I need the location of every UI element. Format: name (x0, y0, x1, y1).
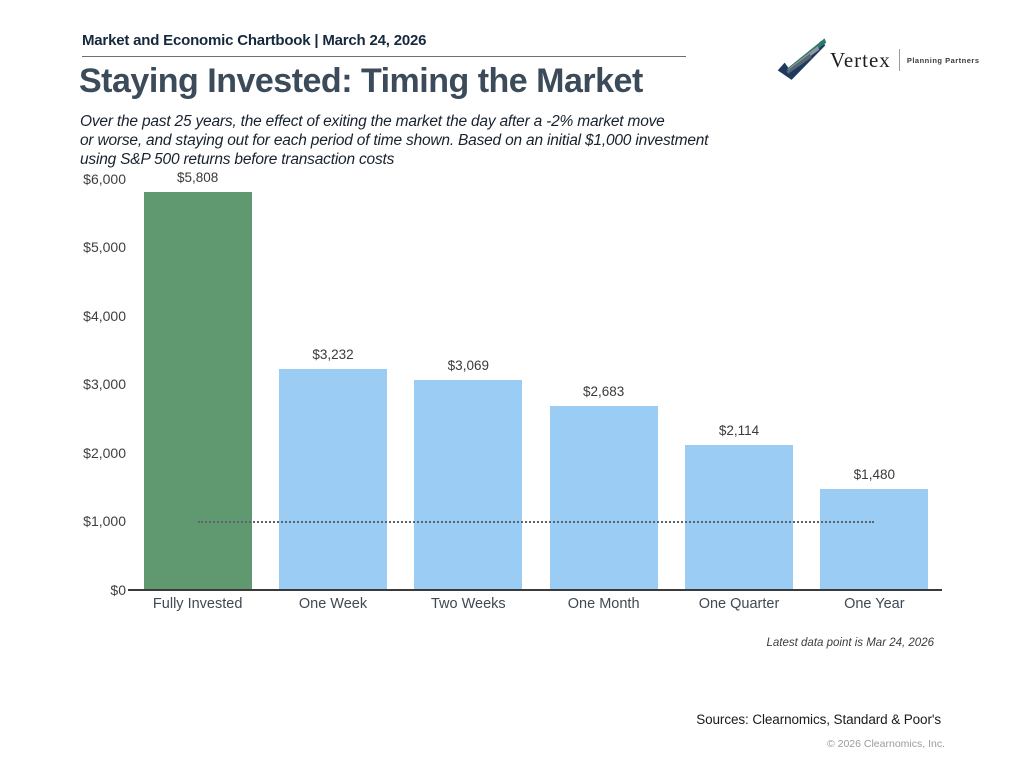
x-axis-line (128, 589, 942, 591)
x-tick-label: One Year (844, 596, 905, 612)
x-tick-label: One Quarter (698, 596, 780, 612)
x-tick-label: Fully Invested (152, 596, 243, 612)
y-tick-label: $1,000 (83, 513, 126, 529)
logo-divider (898, 49, 900, 71)
y-tick-label: $6,000 (83, 170, 126, 187)
x-tick-label: One Week (298, 596, 368, 612)
vertex-fan-icon (777, 38, 827, 80)
subtitle-line-2: or worse, and staying out for each perio… (80, 132, 709, 149)
bar-value-label: $1,480 (853, 466, 895, 482)
page-title: Staying Invested: Timing the Market (79, 62, 643, 100)
x-tick-label: Two Weeks (430, 596, 506, 612)
y-tick-label: $0 (110, 581, 126, 598)
bar-value-label: $5,808 (177, 170, 219, 186)
bar-one-month (549, 406, 658, 590)
subtitle-line-3: using S&P 500 returns before transaction… (80, 151, 395, 168)
bar-value-label: $3,069 (447, 357, 489, 373)
x-tick-label: One Month (567, 596, 640, 612)
latest-data-note: Latest data point is Mar 24, 2026 (766, 637, 935, 649)
header-divider (82, 56, 686, 57)
y-tick-label: $3,000 (83, 376, 126, 392)
subtitle-line-1: Over the past 25 years, the effect of ex… (80, 113, 665, 130)
bar-one-week (279, 368, 387, 590)
vertex-logo-tagline: Planning Partners (906, 55, 980, 65)
bar-value-label: $3,232 (312, 346, 354, 362)
y-tick-label: $2,000 (83, 444, 126, 461)
chart-subtitle: Over the past 25 years, the effect of ex… (80, 112, 708, 169)
bar-fully-invested (143, 192, 252, 590)
bar-value-label: $2,683 (583, 384, 625, 400)
reference-line-1000 (197, 520, 875, 523)
bar-one-year (820, 488, 929, 590)
vertex-logo: Vertex Planning Partners (776, 38, 980, 82)
copyright-note: © 2026 Clearnomics, Inc. (826, 738, 945, 750)
bar-two-weeks (414, 379, 523, 590)
y-tick-label: $4,000 (83, 307, 126, 324)
y-tick-label: $5,000 (83, 239, 126, 255)
chartbook-header: Market and Economic Chartbook | March 24… (82, 32, 427, 49)
bar-value-label: $2,114 (718, 423, 760, 439)
bar-one-quarter (685, 445, 793, 590)
sources-note: Sources: Clearnomics, Standard & Poor's (696, 712, 941, 727)
vertex-logo-wordmark: Vertex (830, 47, 891, 72)
